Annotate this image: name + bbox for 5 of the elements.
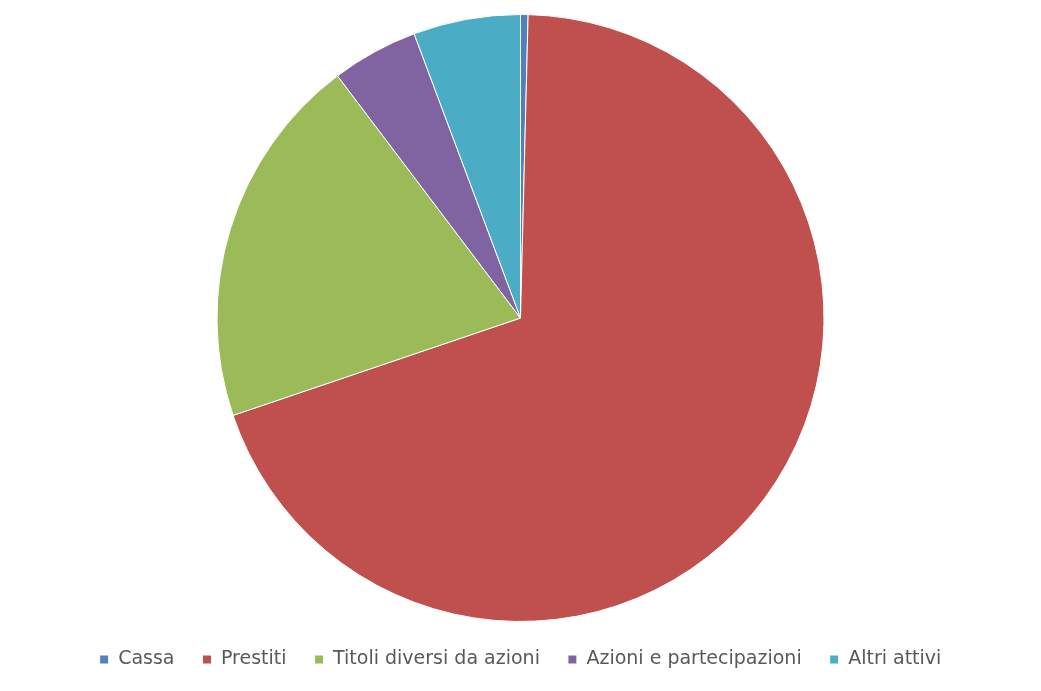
legend-label: Altri attivi <box>848 646 942 669</box>
legend-label: Cassa <box>118 646 175 669</box>
legend-label: Azioni e partecipazioni <box>586 646 802 669</box>
legend-label: Prestiti <box>220 646 287 669</box>
legend-label: Titoli diversi da azioni <box>332 646 540 669</box>
